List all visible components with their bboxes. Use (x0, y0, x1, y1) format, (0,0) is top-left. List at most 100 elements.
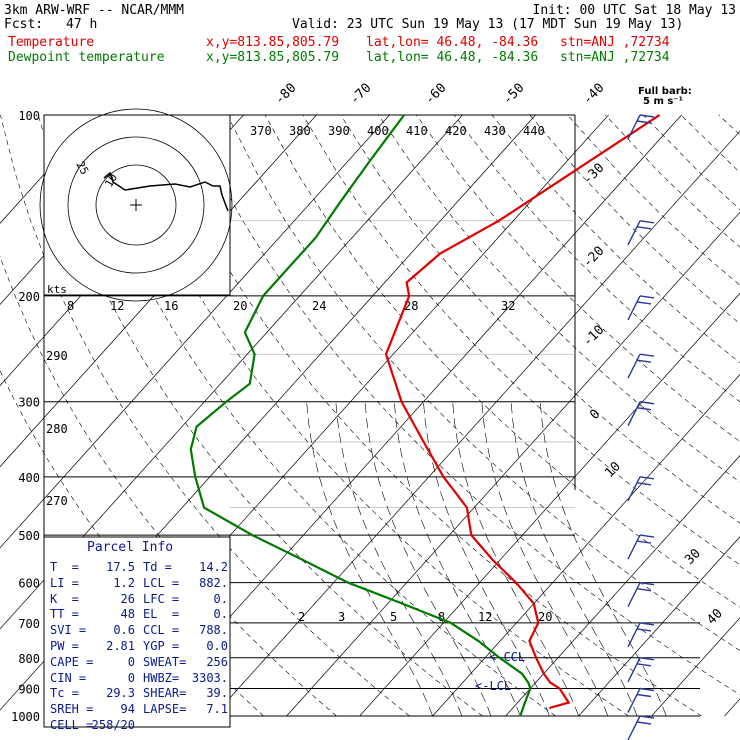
pressure-tick-label: 300 (18, 396, 40, 410)
parcel-info-value: 788. (199, 623, 228, 638)
dewpoint-legend-stn: stn=ANJ ,72734 (560, 50, 670, 65)
wind-barb-staff (627, 715, 641, 740)
mixing-ratio-label: 16 (164, 299, 178, 313)
hodograph-ring-label: 25 (73, 159, 91, 177)
theta-label: 440 (523, 124, 545, 138)
isotherm-line (651, 617, 740, 717)
isotherm-top-label: -40 (580, 81, 607, 108)
parcel-info-key: CIN = (50, 670, 87, 685)
dewpoint-legend-xy: x,y=813.85,805.79 (206, 50, 340, 65)
wind-barb-feather (639, 581, 655, 586)
mixing-ratio-label: 3 (338, 610, 345, 624)
wind-barb-feather (639, 220, 655, 224)
moist-adiabat-line (510, 401, 638, 717)
isotherm-line (505, 455, 740, 717)
wind-barb-feather (639, 657, 655, 661)
hodograph-ring (39, 108, 233, 302)
mixing-ratio-label: 12 (478, 610, 492, 624)
isotherm-line (0, 114, 390, 549)
forecast-value: 47 h (66, 17, 98, 32)
hodograph-ring-label: 10 (102, 172, 120, 190)
parcel-info-value: 0.0 (206, 639, 228, 653)
wind-barb-feather (639, 114, 655, 118)
mixing-ratio-label: 8 (67, 299, 74, 313)
parcel-info-value: 48 (120, 607, 135, 622)
parcel-info-value: 1.2 (113, 575, 135, 590)
wind-barb-feather (639, 534, 655, 538)
model-title: 3km ARW-WRF -- NCAR/MMM (4, 3, 185, 18)
mixing-ratio-label: 20 (538, 610, 552, 624)
parcel-info-value: 3303. (191, 670, 228, 685)
parcel-info-key: CAPE = (50, 654, 94, 669)
theta-label: 390 (328, 124, 350, 138)
wind-barb-staff (627, 401, 641, 427)
dry-adiabat-line (0, 114, 410, 717)
hodograph-units-label: kts (47, 283, 67, 296)
parcel-info-key: CELL = (50, 718, 94, 732)
parcel-info-key: SVI = (50, 623, 87, 638)
moist-adiabat-line (306, 401, 433, 717)
wind-barb-feather (639, 687, 655, 692)
parcel-info-value: 882. (199, 575, 228, 590)
wind-barb-feather (636, 693, 652, 698)
dry-adiabat-line (605, 114, 740, 248)
pressure-tick-label: 200 (18, 290, 40, 304)
wind-barb-feather (636, 721, 652, 725)
wind-barb-feather (639, 622, 655, 626)
dry-adiabat-line (642, 114, 740, 210)
wind-barb-staff (627, 114, 641, 140)
theta-left-label: 290 (46, 349, 68, 363)
temperature-legend-latlon: lat,lon= 46.48, -84.36 (366, 35, 539, 50)
wind-barb-staff (627, 688, 641, 713)
moist-adiabat-line (423, 401, 550, 717)
parcel-info-value: 0 (127, 654, 135, 669)
wind-barb-staff (627, 295, 641, 321)
wind-barb-staff (627, 657, 641, 683)
dry-adiabat-line (264, 114, 740, 608)
parcel-info-key: SREH = (50, 702, 94, 717)
dewpoint-legend-label: Dewpoint temperature (8, 50, 165, 65)
parcel-info-key: T = (50, 560, 79, 574)
parcel-info-value: 0. (213, 591, 228, 606)
parcel-info-key: YGP = (143, 639, 180, 653)
dry-adiabat-line (718, 114, 740, 136)
parcel-info-value: 0. (213, 607, 228, 622)
parcel-info-box (43, 536, 231, 728)
parcel-info-value: 29.3 (106, 686, 135, 701)
temperature-legend-stn: stn=ANJ ,72734 (560, 35, 670, 50)
temperature-profile-line (384, 114, 661, 710)
theta-label: 370 (250, 124, 272, 138)
parcel-info-key: LFC = (143, 591, 180, 606)
parcel-info-value: 258/20 (91, 718, 135, 732)
moist-adiabat-line (481, 401, 609, 717)
parcel-info-key: CCL = (143, 623, 180, 638)
hodograph-ring (95, 164, 177, 246)
wind-barb-feather (636, 482, 652, 486)
wind-barb-feather (639, 715, 655, 719)
isotherm-line (213, 130, 740, 717)
wind-barb-feather (636, 628, 652, 632)
dry-adiabat-line (75, 114, 556, 717)
wind-barb-feather (636, 407, 652, 411)
dry-adiabat-line (378, 114, 740, 483)
barb-key-value: 5 m s⁻¹ (643, 96, 683, 107)
wind-barb-staff (627, 622, 641, 648)
isotherm-line (0, 114, 98, 224)
parcel-info-key: PW = (50, 639, 79, 653)
moist-adiabat-line (452, 401, 579, 717)
parcel-info-value: 94 (120, 702, 135, 717)
wind-barb-feather (639, 476, 655, 480)
isotherm-line (432, 373, 740, 717)
wind-barb-staff (627, 476, 641, 502)
parcel-info-key: HWBZ= (143, 670, 180, 685)
isotherm-lower-right-label: 30 (682, 546, 704, 568)
parcel-info-key: TT = (50, 607, 79, 622)
dewpoint-legend-latlon: lat,lon= 46.48, -84.36 (366, 50, 539, 65)
dewpoint-profile-line (189, 114, 532, 717)
parcel-info-value: 17.5 (106, 560, 135, 574)
parcel-info-value: 7.1 (206, 702, 228, 717)
barb-key-title: Full barb: (638, 86, 692, 97)
dry-adiabat-line (151, 114, 702, 717)
moist-adiabat-line (393, 401, 521, 717)
